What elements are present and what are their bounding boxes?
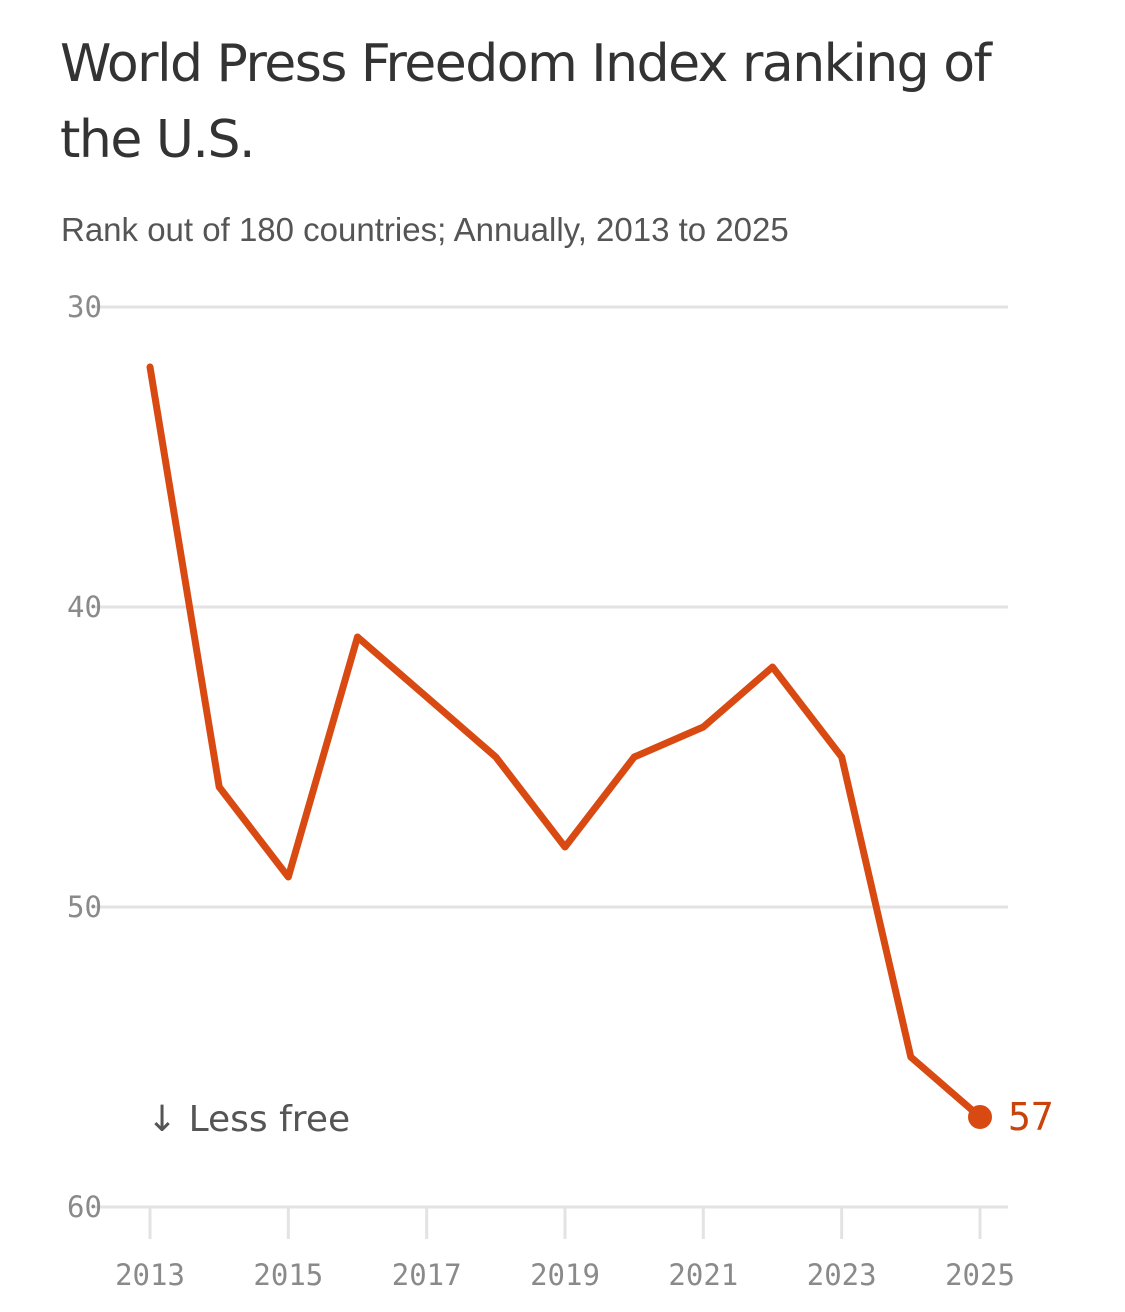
x-axis-ticks [148,1207,982,1239]
series-line [146,363,984,1121]
chart-title: World Press Freedom Index ranking of the… [60,34,992,170]
endpoint-marker [968,1105,992,1129]
y-tick-label: 60 [67,1190,102,1224]
x-tick-label: 2021 [668,1258,738,1292]
series-layer: 57 [146,363,1054,1139]
less-free-annotation: ↓ Less free [147,1099,350,1140]
x-tick-label: 2025 [945,1258,1015,1292]
x-tick-label: 2013 [115,1258,185,1292]
x-tick-label: 2017 [392,1258,462,1292]
y-axis-labels: 30 40 50 60 [67,290,102,1224]
y-tick-label: 30 [67,290,102,324]
chart-subtitle: Rank out of 180 countries; Annually, 201… [61,211,789,248]
x-axis-labels: 2013 2015 2017 2019 2021 2023 2025 [115,1258,1015,1292]
gridlines [95,305,1008,1209]
y-tick-label: 40 [67,590,102,624]
endpoint-value-label: 57 [1008,1095,1054,1139]
x-tick-label: 2019 [530,1258,600,1292]
x-tick-label: 2015 [253,1258,323,1292]
y-tick-label: 50 [67,890,102,924]
x-tick-label: 2023 [807,1258,877,1292]
